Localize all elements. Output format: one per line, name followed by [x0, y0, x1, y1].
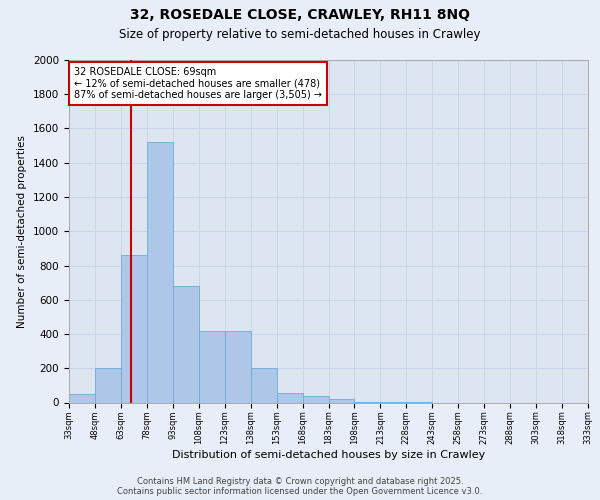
X-axis label: Distribution of semi-detached houses by size in Crawley: Distribution of semi-detached houses by …	[172, 450, 485, 460]
Text: Contains HM Land Registry data © Crown copyright and database right 2025.
Contai: Contains HM Land Registry data © Crown c…	[118, 476, 482, 496]
Bar	[69, 394, 95, 402]
Bar	[95, 368, 121, 402]
Text: Size of property relative to semi-detached houses in Crawley: Size of property relative to semi-detach…	[119, 28, 481, 41]
Bar	[121, 255, 147, 402]
Bar	[173, 286, 199, 403]
Bar	[199, 332, 225, 402]
Bar	[329, 399, 355, 402]
Bar	[302, 396, 329, 402]
Bar	[225, 332, 251, 402]
Bar	[251, 368, 277, 402]
Text: 32, ROSEDALE CLOSE, CRAWLEY, RH11 8NQ: 32, ROSEDALE CLOSE, CRAWLEY, RH11 8NQ	[130, 8, 470, 22]
Bar	[147, 142, 173, 403]
Text: 32 ROSEDALE CLOSE: 69sqm
← 12% of semi-detached houses are smaller (478)
87% of : 32 ROSEDALE CLOSE: 69sqm ← 12% of semi-d…	[74, 67, 322, 100]
Bar	[277, 393, 302, 402]
Y-axis label: Number of semi-detached properties: Number of semi-detached properties	[17, 135, 28, 328]
